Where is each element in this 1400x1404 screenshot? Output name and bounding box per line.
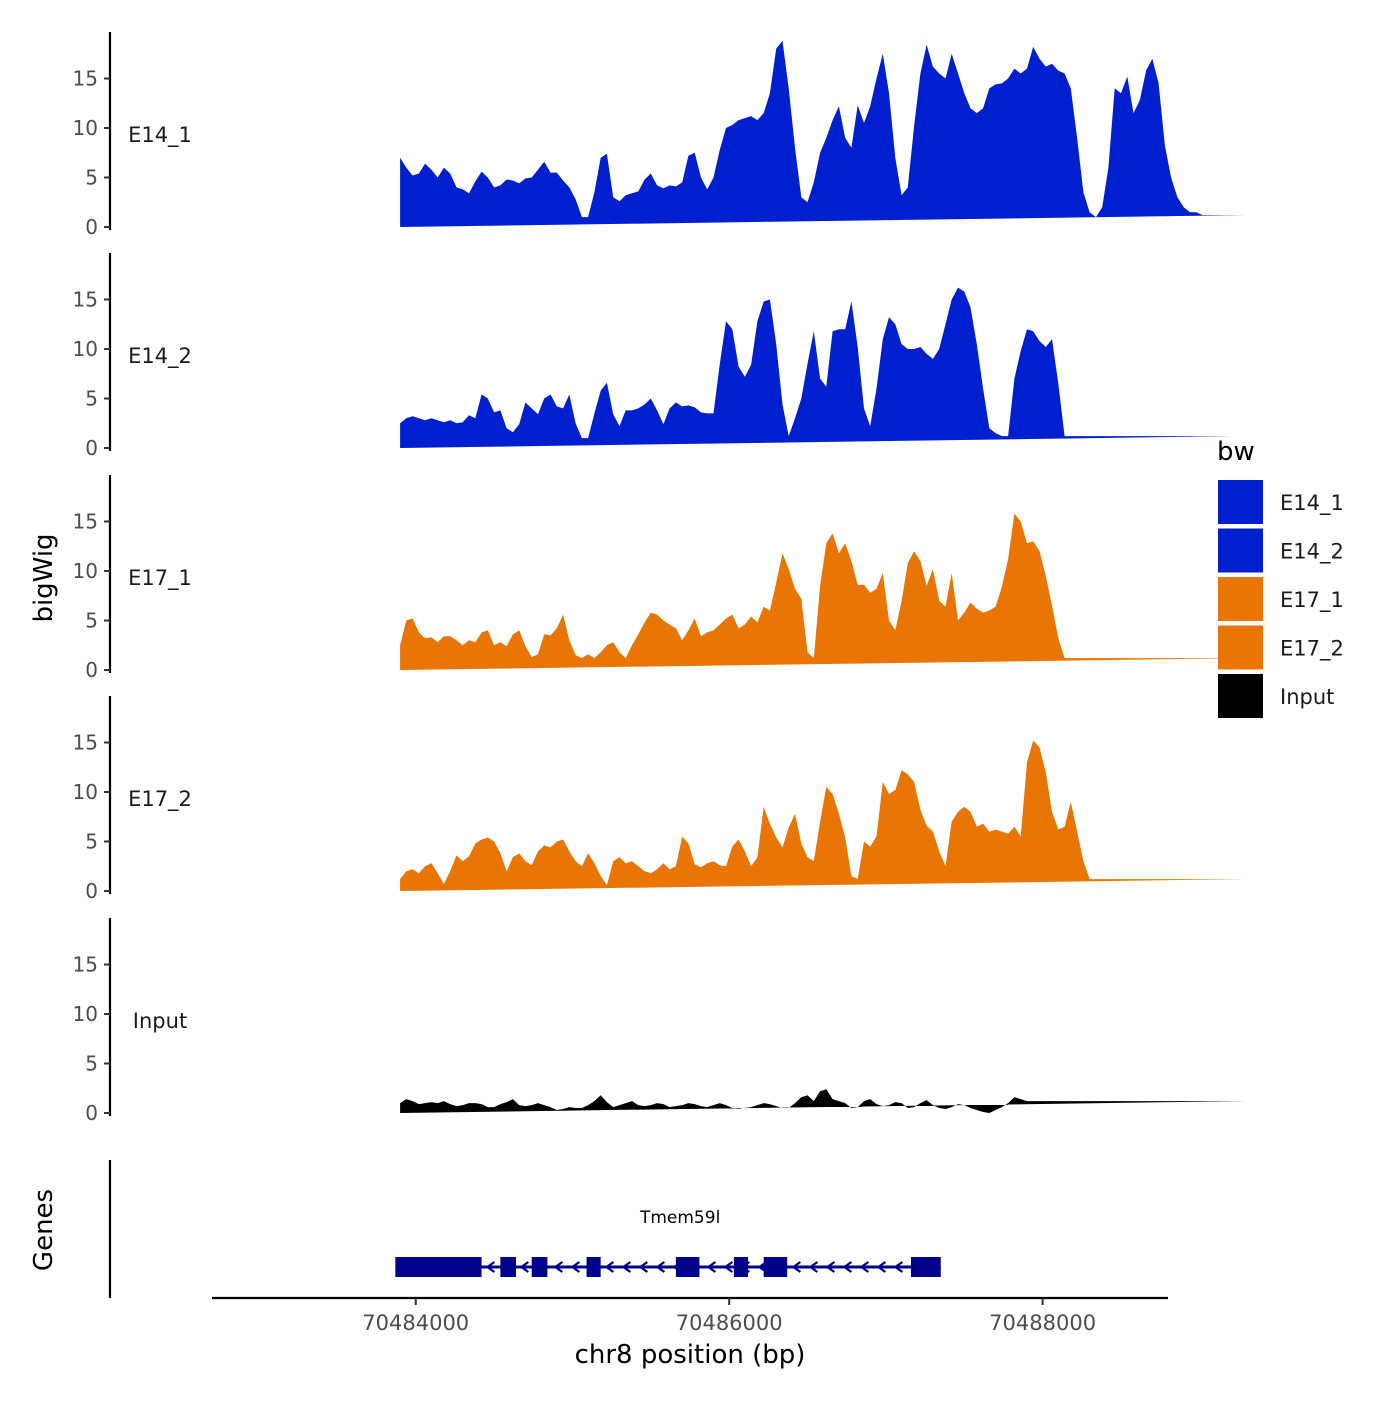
y-tick-label: 10: [73, 337, 98, 361]
gene-exon: [675, 1257, 700, 1277]
coverage-area-e17-2: [400, 740, 1247, 891]
legend-key-e14-2: [1218, 528, 1263, 573]
y-axis-title: bigWig: [29, 533, 59, 622]
y-tick-label: 0: [85, 879, 98, 903]
strand-arrow: [859, 1261, 870, 1273]
y-tick-label: 5: [85, 609, 98, 633]
coverage-area-e17-1: [400, 513, 1247, 670]
strand-arrow: [519, 1261, 530, 1273]
legend-key-input: [1218, 674, 1263, 718]
x-axis: 70484000 70486000 70488000: [212, 1296, 1168, 1335]
track-e17-2: 0 5 10 15 E17_2: [73, 696, 1247, 903]
track-input: 0 5 10 15 Input: [73, 918, 1247, 1125]
gene-exon: [395, 1257, 482, 1277]
y-tick-label: 5: [85, 166, 98, 190]
x-axis-title: chr8 position (bp): [575, 1340, 806, 1370]
legend-label: E14_2: [1280, 540, 1344, 565]
coverage-area-e14-2: [400, 287, 1234, 448]
track-label: E14_2: [128, 344, 192, 369]
y-tick-label: 0: [85, 215, 98, 239]
gene-exon: [910, 1257, 941, 1277]
gene-model: Tmem59l: [395, 1208, 941, 1277]
y-tick-label: 10: [73, 559, 98, 583]
y-tick-label: 5: [85, 1052, 98, 1076]
gene-exon: [500, 1257, 517, 1277]
track-label: E17_2: [128, 787, 192, 812]
legend-title: bw: [1217, 437, 1255, 467]
coverage-area-e14-1: [400, 40, 1247, 228]
strand-arrow: [553, 1261, 564, 1273]
genes-panel: Tmem59l: [108, 1160, 941, 1298]
y-tick-label: 15: [73, 953, 98, 977]
track-label: E14_1: [128, 123, 192, 148]
x-tick-label: 70488000: [989, 1311, 1096, 1335]
track-e14-1: 0 5 10 15 E14_1: [73, 32, 1247, 239]
y-tick-label: 15: [73, 731, 98, 755]
legend-label: E14_1: [1280, 491, 1344, 516]
strand-arrow: [706, 1261, 717, 1273]
y-tick-label: 5: [85, 387, 98, 411]
legend-label: E17_1: [1280, 588, 1344, 613]
legend: bw E14_1 E14_2 E17_1 E17_2 Input: [1217, 437, 1344, 718]
strand-arrow: [876, 1261, 887, 1273]
strand-arrow: [604, 1261, 615, 1273]
coverage-area-input: [400, 1089, 1247, 1113]
track-label: Input: [133, 1009, 187, 1033]
strand-arrow: [893, 1261, 904, 1273]
legend-key-e17-2: [1218, 625, 1263, 670]
gene-exon: [763, 1257, 788, 1277]
gene-exon: [586, 1257, 601, 1277]
tracks-layer: 0 5 10 15 E14_1 0 5 10 15 E14_2 0 5 10 15 E17_1 0 5 10 15 E…: [73, 32, 1247, 1125]
y-tick-label: 10: [73, 1002, 98, 1026]
strand-arrow: [808, 1261, 819, 1273]
strand-arrow: [570, 1261, 581, 1273]
x-tick-label: 70484000: [362, 1311, 469, 1335]
legend-label: E17_2: [1280, 637, 1344, 662]
gene-label: Tmem59l: [639, 1208, 720, 1228]
genes-axis-title: Genes: [29, 1189, 59, 1271]
track-e17-1: 0 5 10 15 E17_1: [73, 475, 1247, 682]
strand-arrow: [791, 1261, 802, 1273]
strand-arrow: [485, 1261, 496, 1273]
y-tick-label: 15: [73, 288, 98, 312]
legend-label: Input: [1280, 685, 1334, 709]
strand-arrow: [638, 1261, 649, 1273]
y-tick-label: 0: [85, 436, 98, 460]
strand-arrow: [655, 1261, 666, 1273]
y-tick-label: 15: [73, 510, 98, 534]
strand-arrow: [723, 1261, 734, 1273]
x-tick-label: 70486000: [676, 1311, 783, 1335]
y-tick-label: 0: [85, 658, 98, 682]
y-tick-label: 0: [85, 1101, 98, 1125]
legend-key-e17-1: [1218, 577, 1263, 621]
y-tick-label: 10: [73, 116, 98, 140]
gene-exon: [531, 1257, 548, 1277]
strand-arrow: [842, 1261, 853, 1273]
strand-arrow: [621, 1261, 632, 1273]
y-tick-label: 15: [73, 67, 98, 91]
strand-arrow: [825, 1261, 836, 1273]
legend-key-e14-1: [1218, 480, 1263, 524]
y-tick-label: 5: [85, 830, 98, 854]
y-tick-label: 10: [73, 780, 98, 804]
gene-exon: [733, 1257, 748, 1277]
track-e14-2: 0 5 10 15 E14_2: [73, 253, 1234, 460]
track-label: E17_1: [128, 566, 192, 591]
